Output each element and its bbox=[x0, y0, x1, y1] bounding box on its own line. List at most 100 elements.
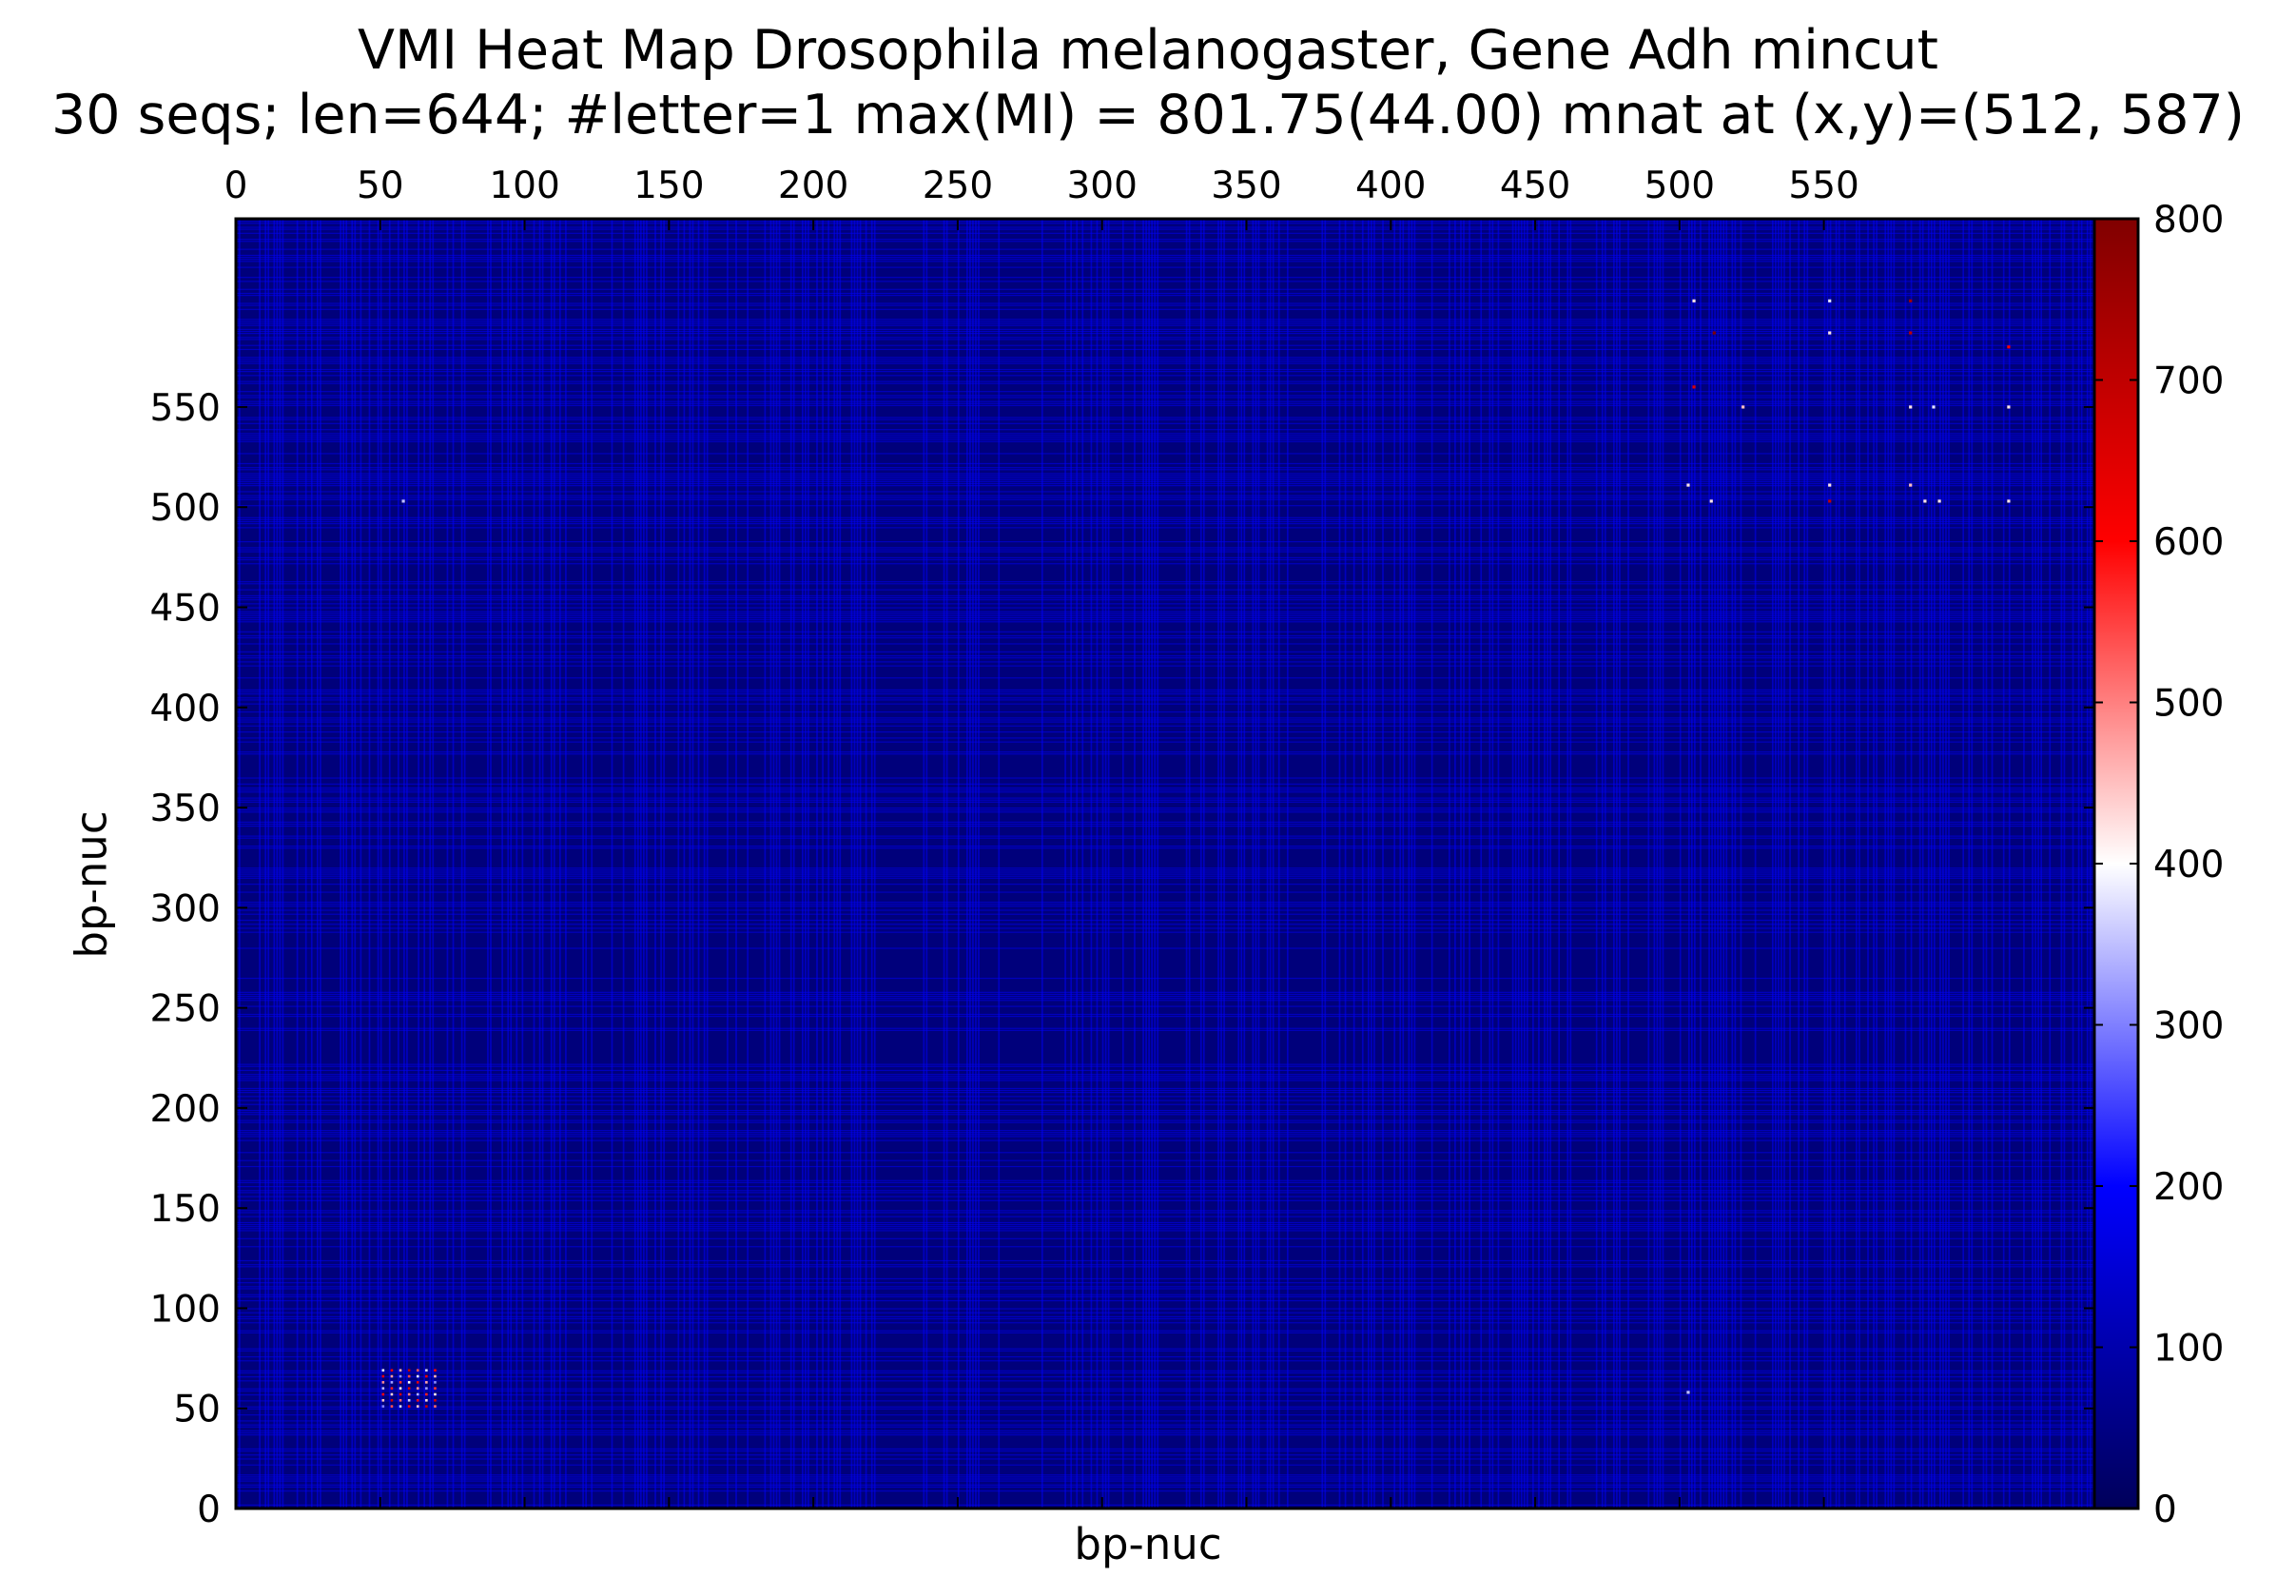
heatmap-row-stripe bbox=[236, 1372, 2095, 1373]
heatmap-column-stripe bbox=[1971, 219, 1974, 1508]
heatmap-column-stripe bbox=[1544, 219, 1546, 1508]
heatmap-row-stripe bbox=[236, 904, 2095, 905]
heatmap-row-stripe bbox=[236, 480, 2095, 482]
heatmap-row-stripe bbox=[236, 485, 2095, 487]
heatmap-hotspot bbox=[1741, 405, 1745, 409]
heatmap-row-stripe bbox=[236, 496, 2095, 498]
heatmap-row-stripe bbox=[236, 1388, 2095, 1390]
heatmap-row-stripe bbox=[236, 1431, 2095, 1434]
heatmap-row-stripe bbox=[236, 657, 2095, 659]
heatmap-row-stripe bbox=[236, 1016, 2095, 1018]
heatmap-row-stripe bbox=[236, 693, 2095, 695]
heatmap-row-stripe bbox=[236, 1192, 2095, 1194]
heatmap-column-stripe bbox=[1893, 219, 1896, 1508]
heatmap-column-stripe bbox=[452, 219, 455, 1508]
heatmap-row-stripe bbox=[236, 288, 2095, 290]
heatmap-column-stripe bbox=[1463, 219, 1465, 1508]
heatmap-row-stripe bbox=[236, 324, 2095, 326]
heatmap-column-stripe bbox=[1154, 219, 1157, 1508]
heatmap-column-stripe bbox=[2023, 219, 2025, 1508]
heatmap-column-stripe bbox=[1408, 219, 1411, 1508]
heatmap-cluster-cell bbox=[381, 1374, 385, 1378]
heatmap-column-stripe bbox=[432, 219, 435, 1508]
heatmap-column-stripe bbox=[1780, 219, 1782, 1508]
heatmap-row-stripe bbox=[236, 717, 2095, 719]
heatmap-row-stripe bbox=[236, 924, 2095, 925]
colorbar-tick-label: 100 bbox=[2153, 1328, 2224, 1371]
heatmap-row-stripe bbox=[236, 751, 2095, 753]
heatmap-column-stripe bbox=[1876, 219, 1878, 1508]
colorbar-tick-label: 500 bbox=[2153, 683, 2224, 726]
heatmap-column-stripe bbox=[354, 219, 357, 1508]
heatmap-row-stripe bbox=[236, 1484, 2095, 1486]
heatmap-column-stripe bbox=[978, 219, 980, 1508]
heatmap-column-stripe bbox=[2063, 219, 2066, 1508]
heatmap-row-stripe bbox=[236, 1330, 2095, 1332]
x-tick-label: 550 bbox=[1788, 165, 1858, 207]
heatmap-row-stripe bbox=[236, 1424, 2095, 1426]
heatmap-column-stripe bbox=[827, 219, 829, 1508]
heatmap-column-stripe bbox=[351, 219, 354, 1508]
heatmap-row-stripe bbox=[236, 302, 2095, 304]
heatmap-column-stripe bbox=[1722, 219, 1725, 1508]
heatmap-row-stripe bbox=[236, 905, 2095, 907]
y-tick-label: 350 bbox=[150, 788, 221, 830]
heatmap-row-stripe bbox=[236, 919, 2095, 922]
heatmap-row-stripe bbox=[236, 1480, 2095, 1482]
heatmap-column-stripe bbox=[998, 219, 1001, 1508]
heatmap-column-stripe bbox=[873, 219, 876, 1508]
heatmap-row-stripe bbox=[236, 1063, 2095, 1065]
heatmap-column-stripe bbox=[870, 219, 873, 1508]
heatmap-row-stripe bbox=[236, 221, 2095, 223]
heatmap-row-stripe bbox=[236, 791, 2095, 793]
heatmap-column-stripe bbox=[1382, 219, 1384, 1508]
heatmap-row-stripe bbox=[236, 422, 2095, 424]
heatmap-column-stripe bbox=[1778, 219, 1780, 1508]
heatmap-row-stripe bbox=[236, 1474, 2095, 1476]
heatmap-row-stripe bbox=[236, 1216, 2095, 1217]
heatmap-row-stripe bbox=[236, 719, 2095, 721]
heatmap-column-stripe bbox=[1104, 219, 1107, 1508]
heatmap-row-stripe bbox=[236, 837, 2095, 839]
heatmap-row-stripe bbox=[236, 1315, 2095, 1318]
heatmap-cluster-cell bbox=[434, 1398, 437, 1402]
heatmap-column-stripe bbox=[1368, 219, 1370, 1508]
heatmap-column-stripe bbox=[1287, 219, 1289, 1508]
heatmap-column-stripe bbox=[1867, 219, 1869, 1508]
heatmap-row-stripe bbox=[236, 1013, 2095, 1016]
heatmap-column-stripe bbox=[1255, 219, 1257, 1508]
heatmap-hotspot bbox=[1909, 299, 1913, 302]
heatmap-row-stripe bbox=[236, 1089, 2095, 1092]
heatmap-column-stripe bbox=[1081, 219, 1084, 1508]
heatmap-cluster-cell bbox=[425, 1398, 428, 1402]
heatmap-column-stripe bbox=[1532, 219, 1534, 1508]
colorbar-tick-label: 700 bbox=[2153, 360, 2224, 403]
heatmap-cluster-cell bbox=[381, 1387, 385, 1390]
heatmap-column-stripe bbox=[460, 219, 463, 1508]
heatmap-column-stripe bbox=[510, 219, 513, 1508]
heatmap-hotspot bbox=[1692, 385, 1696, 389]
heatmap-row-stripe bbox=[236, 1277, 2095, 1280]
heatmap-row-stripe bbox=[236, 1295, 2095, 1297]
heatmap-row-stripe bbox=[236, 869, 2095, 871]
heatmap-row-stripe bbox=[236, 777, 2095, 779]
heatmap-row-stripe bbox=[236, 254, 2095, 257]
heatmap-row-stripe bbox=[236, 382, 2095, 384]
heatmap-row-stripe bbox=[236, 223, 2095, 224]
heatmap-cluster-cell bbox=[390, 1369, 394, 1372]
heatmap-column-stripe bbox=[1371, 219, 1372, 1508]
heatmap-hotspot bbox=[1909, 405, 1913, 409]
x-tick-label: 450 bbox=[1500, 165, 1570, 207]
heatmap-row-stripe bbox=[236, 581, 2095, 583]
x-axis-label: bp-nuc bbox=[1074, 1519, 1222, 1569]
heatmap-column-stripe bbox=[1497, 219, 1500, 1508]
x-tick-label: 50 bbox=[357, 165, 404, 207]
x-tick-label: 0 bbox=[224, 165, 248, 207]
heatmap-column-stripe bbox=[1619, 219, 1621, 1508]
heatmap-hotspot bbox=[1923, 499, 1927, 503]
heatmap-column-stripe bbox=[273, 219, 276, 1508]
heatmap-column-stripe bbox=[816, 219, 818, 1508]
heatmap-row-stripe bbox=[236, 931, 2095, 933]
heatmap-row-stripe bbox=[236, 741, 2095, 743]
heatmap-cluster-cell bbox=[407, 1398, 411, 1402]
